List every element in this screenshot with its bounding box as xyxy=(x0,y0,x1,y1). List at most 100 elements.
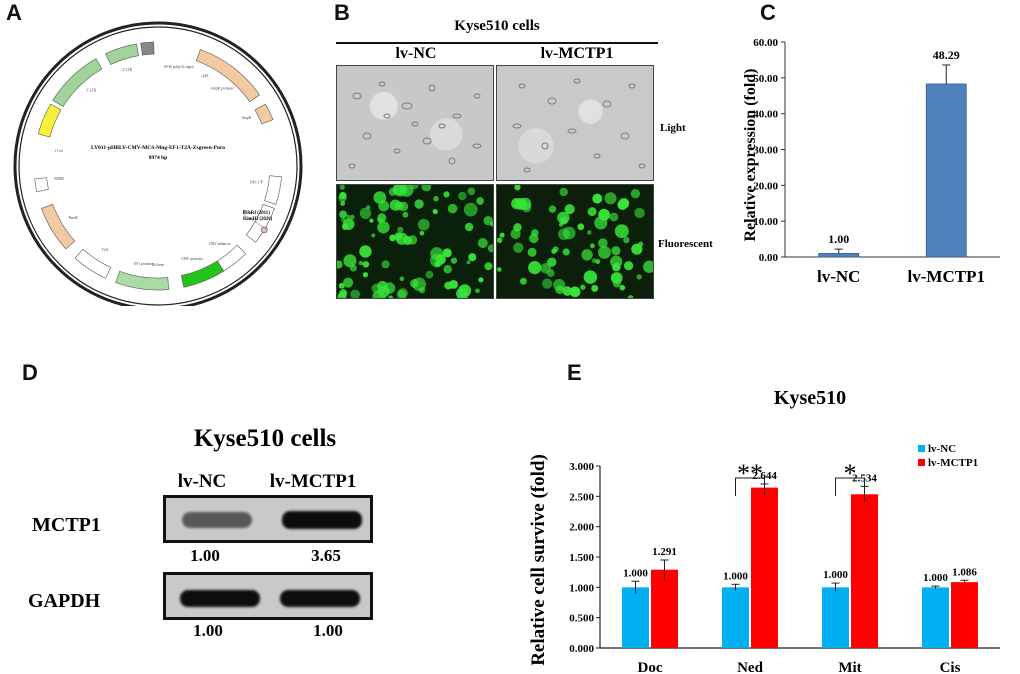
fluorescent-cell xyxy=(514,185,521,191)
panel-b-col-label-nc: lv-NC xyxy=(395,45,437,62)
feature-cmv-promoter xyxy=(245,203,275,243)
fluorescent-cell xyxy=(466,260,471,265)
legend-label: lv-MCTP1 xyxy=(928,457,978,469)
chart-e-bar-lv-NC xyxy=(722,587,749,648)
fluorescent-cell xyxy=(513,242,524,253)
panel-a-letter: A xyxy=(6,0,22,25)
chart-c-ytick-label: 50.00 xyxy=(753,73,778,85)
fluorescent-cell xyxy=(444,281,453,290)
fluorescent-cell xyxy=(362,261,370,268)
fluorescent-cell xyxy=(359,207,372,219)
fluorescent-cell xyxy=(594,216,608,230)
fluorescent-cell xyxy=(433,195,439,202)
fluorescent-cell xyxy=(611,246,621,256)
chart-e-ytick-label: 1.000 xyxy=(569,582,594,594)
chart-c-value-label: 48.29 xyxy=(933,48,960,62)
feature-f1-ori xyxy=(34,177,49,193)
fluorescent-cell xyxy=(468,253,477,262)
fluorescent-cell xyxy=(397,226,404,233)
fluorescent-cell xyxy=(531,229,539,237)
fluorescent-cell xyxy=(569,286,581,298)
panel-d-col-label-nc: lv-NC xyxy=(177,471,227,492)
feature-label-3ltr: PuroR xyxy=(69,216,79,220)
fluorescent-cell xyxy=(514,198,527,210)
feature-ampr-promoter xyxy=(105,43,139,65)
panel-d-title: Kyse510 cells xyxy=(193,425,337,452)
fluorescent-cell xyxy=(399,276,405,282)
fluorescent-cell xyxy=(604,192,617,205)
fluorescent-cell xyxy=(595,258,601,265)
fluorescent-cell xyxy=(341,223,349,231)
fluorescent-cell xyxy=(463,202,478,217)
chart-e-value-label: 1.086 xyxy=(952,566,977,578)
fluorescent-cell xyxy=(381,260,390,269)
fluorescent-cell xyxy=(519,277,527,285)
fluorescent-cell xyxy=(564,204,575,215)
feature-label-wpre: T2A xyxy=(102,248,109,252)
chart-c-ytick-label: 10.00 xyxy=(753,216,778,228)
fluorescent-cell xyxy=(399,185,414,197)
fluorescent-cell xyxy=(447,203,458,214)
fluorescent-cell xyxy=(350,289,360,298)
fluorescent-cell xyxy=(548,205,557,213)
fluorescent-cell xyxy=(592,193,603,204)
fluorescent-cell xyxy=(396,289,407,298)
feature-label-hiv: AmpR promoter xyxy=(210,86,234,90)
fluorescent-cell xyxy=(339,210,347,219)
fluorescent-cell xyxy=(590,243,595,249)
chart-e-value-label: 1.000 xyxy=(623,567,648,579)
fluorescent-cell xyxy=(559,187,568,197)
fluorescent-cell xyxy=(358,260,364,266)
fluorescent-cell xyxy=(389,234,397,242)
fluorescent-cell xyxy=(395,232,408,245)
fluorescent-cell xyxy=(464,222,474,232)
chart-e-bar-lv-MCTP1 xyxy=(751,487,778,648)
significance-stars: * xyxy=(844,459,857,488)
legend-label: lv-NC xyxy=(928,443,956,455)
blot-row-label-mctp1: MCTP1 xyxy=(32,514,101,536)
chart-e-title: Kyse510 xyxy=(774,387,846,409)
fluorescent-cell xyxy=(643,260,653,273)
fluorescent-cell xyxy=(402,211,409,218)
fluorescent-cell xyxy=(421,185,432,192)
fluorescent-cell xyxy=(636,274,642,280)
fluorescent-cell xyxy=(557,228,570,241)
chart-e-ytick-label: 0.000 xyxy=(569,643,594,655)
feature-label-f1: WPRE xyxy=(54,177,65,181)
legend-swatch xyxy=(918,459,925,466)
fluorescent-cell xyxy=(429,253,444,268)
chart-c-ytick-label: 20.00 xyxy=(753,180,778,192)
fluorescent-cell xyxy=(371,283,382,294)
panel-d-col-label-mctp1: lv-MCTP1 xyxy=(269,471,357,492)
blot-gapdh xyxy=(163,572,373,620)
fluorescent-cell xyxy=(623,236,630,244)
bamhi-site-label: BamHI (2026) xyxy=(243,217,273,222)
chart-e-bar-lv-MCTP1 xyxy=(651,569,678,648)
fluorescent-cell xyxy=(630,189,641,199)
mctp1-value-nc: 1.00 xyxy=(190,546,220,565)
blot-mctp1 xyxy=(163,495,373,543)
light-image-mctp1 xyxy=(496,65,654,181)
fluorescent-image-mctp1 xyxy=(496,184,654,299)
cell-survival-chart: Kyse510 Relative cell survive (fold) 0.0… xyxy=(528,387,1000,672)
fluorescent-cell xyxy=(371,233,376,238)
panel-b-title-rule xyxy=(336,42,658,44)
feature-cmv-enhancer xyxy=(264,175,282,205)
feature-rre xyxy=(254,103,274,125)
fluorescent-cell xyxy=(337,260,343,269)
fluorescent-cell xyxy=(489,221,493,227)
fluorescent-cell xyxy=(339,185,345,190)
chart-e-xtick-label: Ned xyxy=(737,660,763,672)
fluorescent-cell xyxy=(583,270,598,284)
fluorescent-cell xyxy=(337,292,347,298)
fluorescent-cell xyxy=(432,208,438,215)
fluorescent-cell xyxy=(362,272,369,278)
fluorescent-cell xyxy=(634,207,645,219)
fluorescent-cell xyxy=(412,277,427,292)
fluorescent-cell xyxy=(598,238,608,248)
fluorescent-cell xyxy=(551,248,557,254)
fluorescent-cell xyxy=(617,199,628,211)
fluorescent-cell xyxy=(359,245,372,258)
fluorescent-cell xyxy=(587,207,597,217)
panel-b-letter: B xyxy=(334,0,350,25)
